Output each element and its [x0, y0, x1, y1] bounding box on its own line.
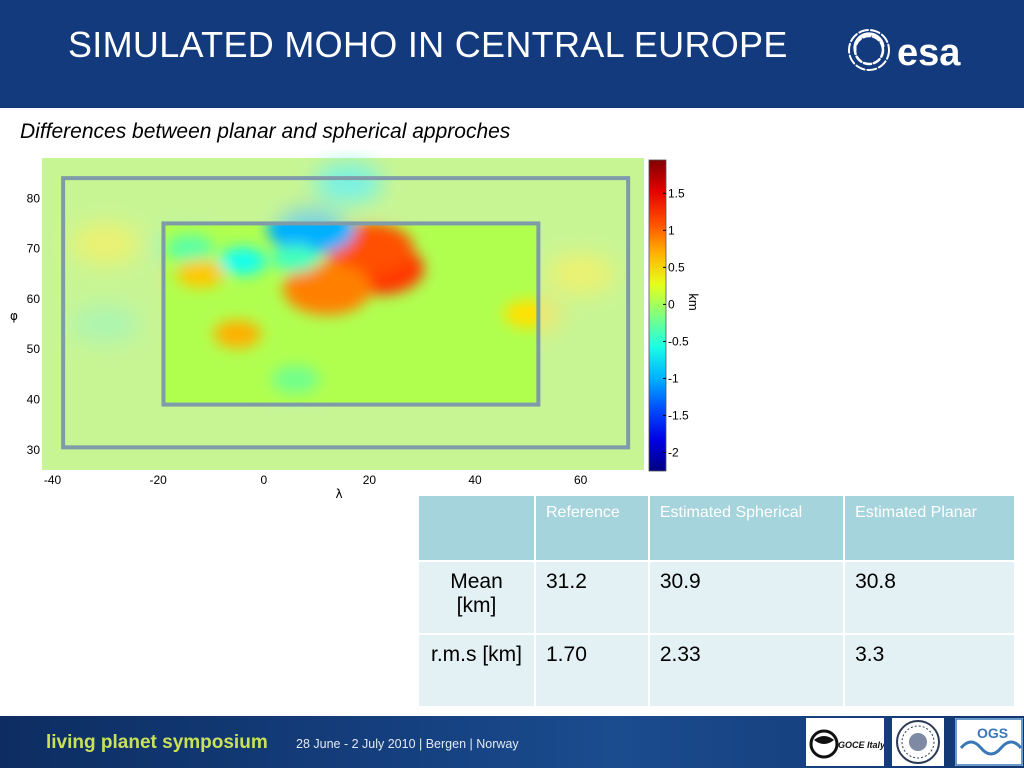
table-row: Mean [km] 31.2 30.9 30.8 — [417, 560, 1016, 635]
esa-wordmark: esa — [897, 32, 961, 74]
footer-symposium-title: living planet symposium — [46, 732, 268, 753]
table-header-row: Reference Estimated Spherical Estimated … — [417, 494, 1016, 562]
x-tick-label: 20 — [363, 473, 377, 487]
table-row: r.m.s [km] 1.70 2.33 3.3 — [417, 633, 1016, 708]
colorbar-tick-label: 1 — [668, 223, 675, 237]
heatmap-anomaly — [176, 259, 225, 288]
x-axis-label: λ — [335, 487, 342, 500]
x-tick-label: 60 — [574, 473, 588, 487]
goce-globe-icon — [809, 729, 839, 759]
x-tick-label: -40 — [44, 473, 62, 487]
map-axes: -40 -20 0 20 40 60 80 70 60 50 40 30 λ φ — [10, 191, 588, 500]
x-tick-label: 40 — [468, 473, 482, 487]
heatmap-anomaly — [165, 234, 214, 263]
table-cell: 31.2 — [534, 560, 650, 635]
inner-box — [161, 221, 541, 407]
goce-satellite-icon — [814, 736, 834, 744]
table-cell: 30.9 — [647, 560, 846, 635]
results-table: Reference Estimated Spherical Estimated … — [417, 494, 1016, 708]
table-header-reference: Reference — [534, 494, 650, 562]
slide-header — [0, 0, 1024, 108]
university-seal-logo — [892, 718, 944, 766]
heatmap-anomaly — [271, 365, 320, 394]
heatmap-inner-field — [163, 223, 539, 405]
y-tick-label: 40 — [27, 393, 41, 407]
x-tick-label: -20 — [150, 473, 168, 487]
table-header-estimated-planar: Estimated Planar — [843, 494, 1016, 562]
colorbar-tick-label: -0.5 — [668, 334, 689, 348]
ogs-label: OGS — [977, 725, 1008, 741]
table-row-label: Mean [km] — [417, 560, 536, 635]
x-tick-label: 0 — [260, 473, 267, 487]
table-header-estimated-spherical: Estimated Spherical — [647, 494, 846, 562]
heatmap-anomaly — [503, 300, 539, 328]
study-area-boxes — [61, 176, 631, 450]
slide-title: SIMULATED MOHO IN CENTRAL EUROPE — [68, 24, 788, 65]
table-header-corner — [417, 494, 536, 562]
table-cell: 30.8 — [843, 560, 1016, 635]
table-cell: 1.70 — [534, 633, 650, 708]
heatmap-blob — [71, 304, 140, 345]
colorbar-tick-label: -1 — [668, 371, 679, 385]
table-cell: 2.33 — [647, 633, 846, 708]
table-cell: 3.3 — [843, 633, 1016, 708]
colorbar-tick-label: 0.5 — [668, 260, 685, 274]
heatmap-blob — [71, 223, 140, 264]
y-tick-label: 70 — [27, 242, 41, 256]
heatmap-anomaly — [283, 262, 372, 315]
colorbar-gradient — [648, 159, 667, 472]
moho-difference-map: -40 -20 0 20 40 60 80 70 60 50 40 30 λ φ 1.5 1 0.5 0 -0.5… — [10, 158, 701, 500]
heatmap-anomaly — [271, 244, 320, 273]
colorbar-tick-label: 1.5 — [668, 186, 685, 200]
colorbar-tick-label: 0 — [668, 297, 675, 311]
heatmap-blob — [314, 163, 383, 204]
heatmap-anomaly — [213, 320, 262, 349]
heatmap-anomaly — [218, 247, 267, 276]
colorbar-tick-label: -2 — [668, 445, 679, 459]
table-row-label: r.m.s [km] — [417, 633, 536, 708]
esa-swirl-icon — [848, 29, 890, 71]
ogs-wave-icon — [959, 740, 1023, 756]
footer-date-location: 28 June - 2 July 2010 | Bergen | Norway — [296, 737, 519, 751]
y-tick-label: 80 — [27, 191, 41, 205]
esa-logo: esa — [848, 29, 961, 74]
colorbar-unit-label: km — [686, 293, 701, 310]
outer-box — [61, 176, 631, 450]
y-tick-label: 30 — [27, 443, 41, 457]
ogs-logo: OGS — [955, 718, 1023, 766]
colorbar-tick-label: -1.5 — [668, 408, 689, 422]
goce-italy-label: GOCE Italy — [838, 740, 884, 750]
heatmap-blob — [546, 253, 615, 294]
y-tick-label: 50 — [27, 342, 41, 356]
colorbar: 1.5 1 0.5 0 -0.5 -1 -1.5 -2 km — [648, 159, 701, 472]
y-axis-label: φ — [10, 309, 18, 323]
heatmap-field — [42, 158, 644, 470]
goce-italy-logo: GOCE Italy — [806, 718, 884, 766]
y-tick-label: 60 — [27, 292, 41, 306]
seal-emblem-icon — [909, 733, 927, 751]
slide-subtitle: Differences between planar and spherical… — [20, 120, 511, 143]
